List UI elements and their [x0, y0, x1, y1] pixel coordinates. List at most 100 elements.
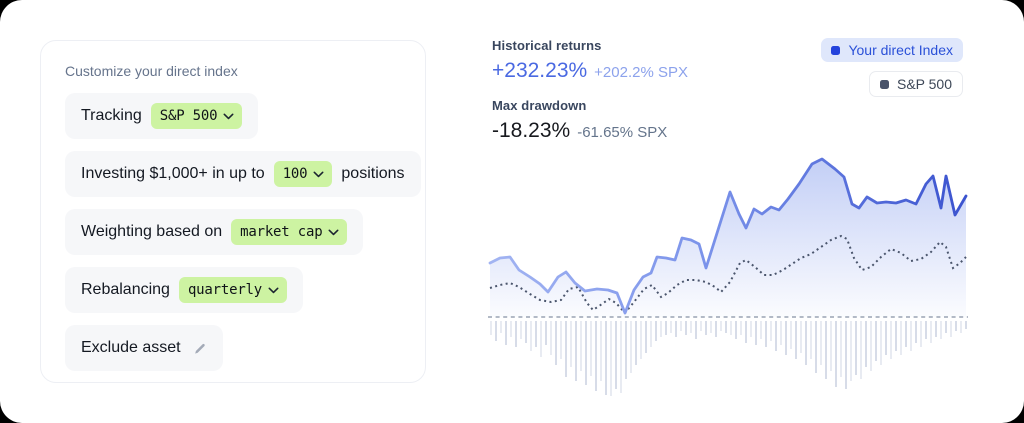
dropdown-100[interactable]: 100 — [273, 161, 333, 187]
drawdown-bar — [595, 321, 597, 391]
drawdown-bar — [605, 321, 607, 395]
drawdown-bar — [750, 321, 752, 337]
chevron-down-icon — [223, 113, 234, 120]
drawdown-bar — [600, 321, 602, 381]
drawdown-bar — [650, 321, 652, 347]
customize-rows: Tracking S&P 500 Investing $1,000+ in up t… — [65, 93, 421, 371]
row-label: Tracking — [81, 107, 142, 124]
row-label: Weighting based on — [81, 223, 223, 240]
drawdown-bars — [490, 321, 967, 396]
drawdown-bar — [760, 321, 762, 339]
drawdown-bar — [805, 321, 807, 365]
drawdown-bar — [550, 321, 552, 355]
drawdown-bar — [840, 321, 842, 377]
drawdown-bar — [690, 321, 692, 333]
customize-row-tracking: Tracking S&P 500 — [65, 93, 259, 139]
drawdown-bar — [900, 321, 902, 355]
drawdown-bar — [880, 321, 882, 365]
drawdown-bar — [560, 321, 562, 359]
drawdown-bar — [910, 321, 912, 351]
drawdown-bar — [710, 321, 712, 333]
drawdown-bar — [655, 321, 657, 341]
drawdown-bar — [875, 321, 877, 361]
customize-row-exclude[interactable]: Exclude asset — [65, 325, 223, 371]
drawdown-bar — [495, 321, 497, 341]
drawdown-bar — [780, 321, 782, 345]
legend-sp500[interactable]: S&P 500 — [868, 71, 963, 97]
drawdown-bar — [785, 321, 787, 355]
drawdown-bar — [625, 321, 627, 379]
drawdown-bar — [660, 321, 662, 337]
drawdown-bar — [845, 321, 847, 389]
drawdown-bar — [950, 321, 952, 337]
drawdown-bar — [745, 321, 747, 343]
index-area-fill — [490, 159, 966, 317]
dropdown-s-p-500[interactable]: S&P 500 — [150, 103, 243, 129]
panel-title: Customize your direct index — [65, 63, 238, 79]
drawdown-bar — [930, 321, 932, 343]
max-drawdown-label: Max drawdown — [492, 98, 587, 113]
customize-row-weighting: Weighting based on market cap — [65, 209, 364, 255]
drawdown-bar — [645, 321, 647, 353]
drawdown-bar — [870, 321, 872, 371]
drawdown-bar — [615, 321, 617, 389]
legend-spx-label: S&P 500 — [896, 76, 952, 92]
drawdown-bar — [960, 321, 962, 333]
drawdown-bar — [815, 321, 817, 373]
drawdown-bar — [905, 321, 907, 347]
chevron-down-icon — [328, 229, 339, 236]
drawdown-bar — [800, 321, 802, 353]
drawdown-bar — [640, 321, 642, 359]
drawdown-bar — [765, 321, 767, 347]
drawdown-bar — [825, 321, 827, 379]
drawdown-bar — [795, 321, 797, 359]
chevron-down-icon — [268, 287, 279, 294]
customize-row-investing: Investing $1,000+ in up to 100 positions — [65, 151, 421, 197]
dropdown-quarterly[interactable]: quarterly — [178, 277, 288, 303]
dropdown-market-cap[interactable]: market cap — [231, 219, 348, 245]
drawdown-bar — [500, 321, 502, 333]
drawdown-bar — [810, 321, 812, 359]
drawdown-bar — [945, 321, 947, 333]
drawdown-bar — [955, 321, 957, 331]
drawdown-bar — [915, 321, 917, 343]
legend-your-direct-index[interactable]: Your direct Index — [821, 38, 963, 62]
drawdown-bar — [775, 321, 777, 351]
max-drawdown-value: -18.23% — [492, 119, 571, 142]
drawdown-bar — [850, 321, 852, 381]
drawdown-bar — [505, 321, 507, 345]
drawdown-bar — [675, 321, 677, 337]
drawdown-bar — [680, 321, 682, 331]
drawdown-bar — [520, 321, 522, 339]
drawdown-bar — [610, 321, 612, 396]
drawdown-bar — [865, 321, 867, 367]
performance-stats: Historical returns +232.23% +202.2% SPX … — [492, 38, 688, 143]
drawdown-bar — [545, 321, 547, 345]
drawdown-bar — [860, 321, 862, 379]
dropdown-value: quarterly — [187, 282, 263, 298]
drawdown-bar — [665, 321, 667, 335]
performance-chart — [488, 157, 968, 396]
chart-legend: Your direct Index S&P 500 — [821, 38, 963, 97]
drawdown-bar — [635, 321, 637, 365]
drawdown-bar — [515, 321, 517, 347]
drawdown-bar — [695, 321, 697, 339]
drawdown-bar — [575, 321, 577, 381]
customize-panel: Customize your direct index Tracking S&P … — [40, 40, 426, 383]
dropdown-value: S&P 500 — [159, 108, 218, 124]
drawdown-bar — [770, 321, 772, 341]
drawdown-bar — [895, 321, 897, 351]
drawdown-bar — [855, 321, 857, 375]
drawdown-bar — [670, 321, 672, 333]
drawdown-bar — [570, 321, 572, 367]
drawdown-bar — [790, 321, 792, 349]
drawdown-bar — [630, 321, 632, 373]
legend-index-label: Your direct Index — [848, 42, 953, 58]
drawdown-bar — [585, 321, 587, 385]
drawdown-bar — [535, 321, 537, 347]
index-series-marker-icon — [831, 45, 841, 55]
dropdown-value: 100 — [282, 166, 308, 182]
drawdown-bar — [940, 321, 942, 339]
drawdown-bar — [920, 321, 922, 347]
